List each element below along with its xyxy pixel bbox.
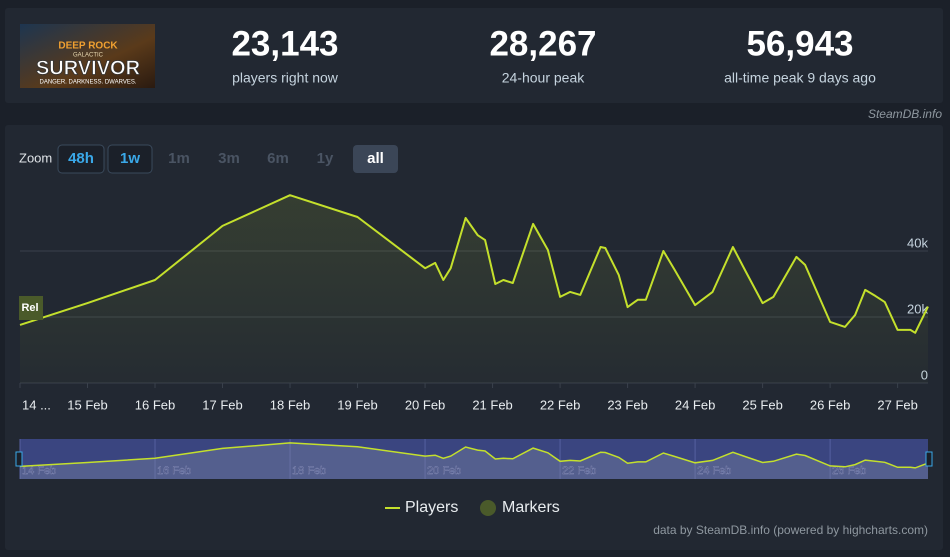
x-tick-label: 27 Feb [877, 397, 917, 412]
x-tick-label: 18 Feb [270, 397, 310, 412]
logo-tagline: DANGER. DARKNESS. DWARVES. [39, 80, 136, 86]
rel-label: Rel [21, 302, 38, 314]
credits[interactable]: data by SteamDB.info (powered by highcha… [653, 523, 928, 537]
game-logo: DEEP ROCK GALACTIC SURVIVOR DANGER. DARK… [20, 24, 155, 88]
zoom-buttons: 48h 1w 1m 3m 6m 1y all [57, 144, 398, 174]
stat-value: 23,143 [231, 24, 338, 63]
navigator-tick-label: 24 Feb [697, 465, 731, 477]
x-tick-label: 24 Feb [675, 397, 715, 412]
x-tick-label: 26 Feb [810, 397, 850, 412]
y-tick-label: 20k [907, 301, 928, 316]
legend-swatch [480, 500, 496, 516]
navigator-tick-label: 16 Feb [157, 465, 191, 477]
line [19, 194, 929, 334]
logo-title: SURVIVOR [36, 57, 141, 79]
zoom-button[interactable]: 6m [267, 150, 289, 167]
navigator-tick-label: 20 Feb [427, 465, 461, 477]
x-tick-label: 20 Feb [405, 397, 445, 412]
navigator-handle[interactable] [925, 451, 933, 467]
zoom-label: Zoom [19, 150, 52, 165]
logo-bg [20, 24, 155, 88]
x-tick-label: 23 Feb [607, 397, 647, 412]
stat-value: 28,267 [489, 24, 596, 63]
zoom-button[interactable]: 1w [120, 150, 140, 167]
zoom-button[interactable]: 3m [218, 150, 240, 167]
x-tick-label: 19 Feb [337, 397, 377, 412]
zoom-button[interactable]: all [367, 150, 384, 167]
y-tick-label: 40k [907, 235, 928, 250]
stat-value: 56,943 [746, 24, 853, 63]
legend-label[interactable]: Players [405, 499, 458, 516]
x-tick-label: 21 Feb [472, 397, 512, 412]
x-tick-label: 25 Feb [742, 397, 782, 412]
x-tick-label: 15 Feb [67, 397, 107, 412]
stat-label: 24-hour peak [502, 70, 586, 86]
stat-label: all-time peak 9 days ago [724, 70, 876, 86]
navigator-tick-label: 14 Feb [22, 465, 56, 477]
zoom-button[interactable]: 1y [317, 150, 334, 167]
legend-label[interactable]: Markers [502, 499, 560, 516]
navigator-area [20, 442, 928, 479]
stat-label: players right now [232, 70, 339, 86]
zoom-button[interactable]: 1m [168, 150, 190, 167]
navigator-bg[interactable] [20, 439, 928, 479]
zoom-button-bg[interactable] [107, 144, 153, 174]
zoom-button-bg[interactable] [57, 144, 105, 174]
x-tick-label: 17 Feb [202, 397, 242, 412]
logo-top: DEEP ROCK [58, 41, 118, 52]
navigator-tick-label: 26 Feb [832, 465, 866, 477]
zoom-button[interactable]: 48h [68, 150, 94, 167]
navigator-tick-label: 22 Feb [562, 465, 596, 477]
rel-badge[interactable] [19, 296, 43, 320]
x-tick-label: 16 Feb [135, 397, 175, 412]
area [20, 195, 928, 383]
x-tick-label: 14 ... [22, 397, 51, 412]
navigator-line [19, 442, 929, 469]
navigator-tick-label: 18 Feb [292, 465, 326, 477]
stats-panel [5, 8, 943, 103]
zoom-button-bg[interactable] [353, 145, 398, 173]
navigator-handle[interactable] [15, 451, 23, 467]
source-badge[interactable]: SteamDB.info [868, 107, 942, 121]
logo-sub: GALACTIC [73, 53, 104, 59]
x-tick-label: 22 Feb [540, 397, 580, 412]
